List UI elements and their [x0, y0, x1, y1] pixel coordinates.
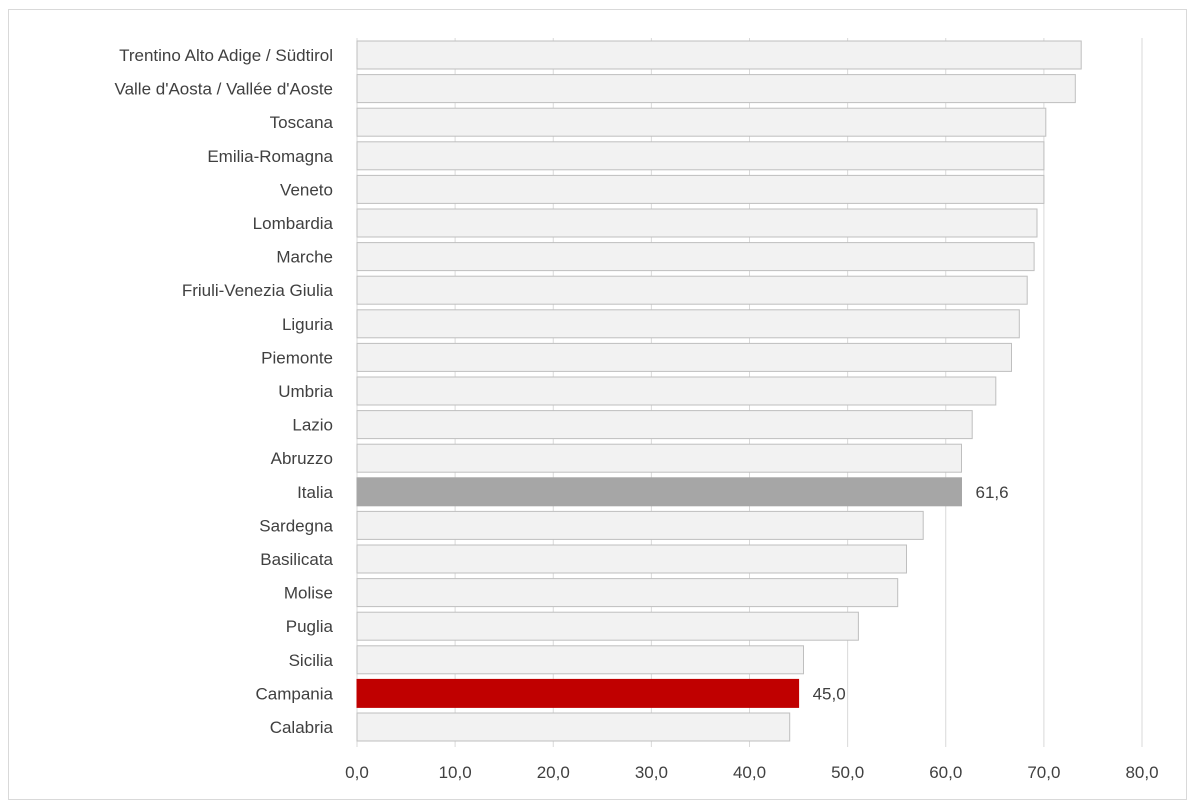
category-label: Umbria — [278, 382, 333, 401]
category-label: Liguria — [282, 315, 334, 334]
category-label: Toscana — [270, 113, 334, 132]
category-label: Campania — [256, 684, 334, 703]
category-label: Marche — [276, 248, 333, 267]
category-label: Lazio — [292, 416, 333, 435]
bar-campania — [356, 678, 800, 708]
category-label: Sicilia — [289, 651, 334, 670]
data-labels: 61,6 45,0 — [813, 483, 1009, 704]
category-label: Friuli-Venezia Giulia — [182, 281, 334, 300]
bars — [356, 40, 1082, 742]
category-label: Trentino Alto Adige / Südtirol — [119, 46, 333, 65]
bar-liguria — [356, 309, 1020, 339]
x-tick-label: 40,0 — [733, 763, 766, 782]
x-tick-label: 20,0 — [537, 763, 570, 782]
data-label-campania: 45,0 — [813, 684, 846, 703]
bar-sardegna — [356, 510, 924, 540]
bar-lombardia — [356, 208, 1038, 238]
category-label: Italia — [297, 483, 333, 502]
x-axis-tick-labels: 0,0 10,0 20,0 30,0 40,0 50,0 60,0 70,0 80,0 — [345, 763, 1158, 782]
category-label: Abruzzo — [271, 449, 333, 468]
category-label: Puglia — [286, 617, 334, 636]
bar-abruzzo — [356, 443, 962, 473]
bar-umbria — [356, 376, 997, 406]
bar-piemonte — [356, 342, 1012, 372]
x-tick-label: 10,0 — [439, 763, 472, 782]
category-label: Emilia-Romagna — [207, 147, 333, 166]
x-tick-label: 50,0 — [831, 763, 864, 782]
bar-sicilia — [356, 645, 804, 675]
category-label: Sardegna — [259, 516, 333, 535]
bar-molise — [356, 578, 899, 608]
x-tick-label: 70,0 — [1027, 763, 1060, 782]
bar-trentino-alto-adige-s-dtirol — [356, 40, 1082, 70]
category-label: Valle d'Aosta / Vallée d'Aoste — [115, 80, 334, 99]
data-label-italia: 61,6 — [976, 483, 1009, 502]
bar-toscana — [356, 107, 1047, 137]
bar-marche — [356, 242, 1035, 272]
category-label: Basilicata — [260, 550, 333, 569]
x-tick-label: 30,0 — [635, 763, 668, 782]
x-tick-label: 80,0 — [1125, 763, 1158, 782]
bar-friuli-venezia-giulia — [356, 275, 1028, 305]
x-tick-label: 0,0 — [345, 763, 369, 782]
category-labels: Trentino Alto Adige / Südtirol Valle d'Ao… — [115, 46, 334, 737]
category-label: Piemonte — [261, 348, 333, 367]
bar-veneto — [356, 174, 1045, 204]
category-label: Molise — [284, 584, 333, 603]
x-tick-label: 60,0 — [929, 763, 962, 782]
category-label: Lombardia — [253, 214, 334, 233]
bar-valle-d-aosta-vall-e-d-aoste — [356, 74, 1076, 104]
bar-italia — [356, 477, 962, 507]
bar-lazio — [356, 410, 973, 440]
category-label: Calabria — [270, 718, 334, 737]
bar-emilia-romagna — [356, 141, 1045, 171]
category-label: Veneto — [280, 180, 333, 199]
bar-calabria — [356, 712, 791, 742]
bar-basilicata — [356, 544, 907, 574]
bar-puglia — [356, 611, 859, 641]
